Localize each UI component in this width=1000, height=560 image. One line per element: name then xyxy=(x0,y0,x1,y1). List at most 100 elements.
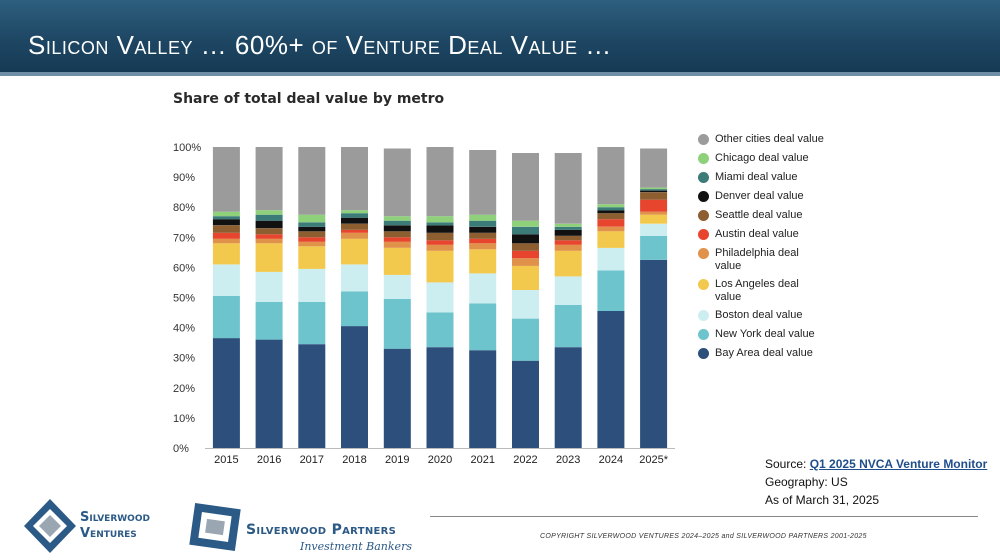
bar-segment-seattle-deal-value-2018 xyxy=(341,223,368,230)
bar-segment-bay-area-deal-value-2020 xyxy=(426,347,454,448)
bar-segment-new-york-deal-value-2016 xyxy=(255,302,283,340)
bar-segment-miami-deal-value-2018 xyxy=(341,213,368,218)
bar-segment-austin-deal-value-2019 xyxy=(383,237,411,242)
bar-segment-denver-deal-value-2025 xyxy=(640,190,668,193)
bar-segment-philadelphia-deal-value-2019 xyxy=(383,241,411,248)
bar-segment-seattle-deal-value-2020 xyxy=(426,232,454,241)
bar-segment-denver-deal-value-2018 xyxy=(341,217,368,224)
bar-segment-bay-area-deal-value-2025 xyxy=(640,259,668,448)
bar-segment-austin-deal-value-2025 xyxy=(640,199,668,212)
bar-segment-bay-area-deal-value-2015 xyxy=(212,338,240,448)
bar-segment-miami-deal-value-2015 xyxy=(212,216,240,220)
bar-segment-philadelphia-deal-value-2024 xyxy=(597,226,625,232)
bar-segment-seattle-deal-value-2021 xyxy=(469,232,497,239)
legend-swatch-icon xyxy=(698,172,709,183)
legend-swatch-icon xyxy=(698,248,709,259)
bar-segment-chicago-deal-value-2020 xyxy=(426,216,454,223)
y-tick-label: 90% xyxy=(173,172,195,184)
bar-segment-other-cities-deal-value-2018 xyxy=(341,147,368,211)
bar-segment-chicago-deal-value-2022 xyxy=(512,220,539,227)
bar-segment-new-york-deal-value-2024 xyxy=(597,270,625,311)
bar-segment-denver-deal-value-2023 xyxy=(554,229,582,236)
legend-item: Los Angeles deal value xyxy=(698,278,815,304)
bar-segment-new-york-deal-value-2018 xyxy=(341,291,368,327)
x-tick-label: 2024 xyxy=(599,454,623,466)
legend-swatch-icon xyxy=(698,348,709,359)
legend-label: Seattle deal value xyxy=(715,209,803,221)
bar-segment-miami-deal-value-2017 xyxy=(298,222,326,227)
bar-segment-chicago-deal-value-2019 xyxy=(383,216,411,221)
x-tick-label: 2019 xyxy=(385,454,409,466)
legend-item: Other cities deal value xyxy=(698,133,848,146)
bar-segment-los-angeles-deal-value-2017 xyxy=(298,246,326,269)
x-tick-label: 2023 xyxy=(556,454,580,466)
bar-segment-los-angeles-deal-value-2022 xyxy=(512,265,539,290)
y-tick-label: 60% xyxy=(173,262,195,274)
bar-segment-seattle-deal-value-2023 xyxy=(554,235,582,241)
bar-segment-denver-deal-value-2015 xyxy=(212,219,240,226)
bar-segment-philadelphia-deal-value-2015 xyxy=(212,238,240,244)
bar-segment-new-york-deal-value-2020 xyxy=(426,312,454,348)
bar-segment-other-cities-deal-value-2022 xyxy=(512,153,539,221)
legend-label: Boston deal value xyxy=(715,309,803,321)
x-tick-label: 2021 xyxy=(470,454,494,466)
bar-segment-chicago-deal-value-2018 xyxy=(341,210,368,214)
bar-segment-new-york-deal-value-2023 xyxy=(554,305,582,348)
legend-label: Philadelphia deal value xyxy=(715,247,799,272)
bar-segment-chicago-deal-value-2024 xyxy=(597,204,625,208)
bar-segment-seattle-deal-value-2015 xyxy=(212,225,240,233)
bar-segment-new-york-deal-value-2021 xyxy=(469,303,497,351)
source-link[interactable]: Q1 2025 NVCA Venture Monitor xyxy=(809,457,988,471)
bar-segment-seattle-deal-value-2016 xyxy=(255,228,283,235)
bar-segment-chicago-deal-value-2023 xyxy=(554,223,582,227)
bar-segment-los-angeles-deal-value-2018 xyxy=(341,238,368,265)
bar-segment-other-cities-deal-value-2015 xyxy=(212,147,240,212)
bar-segment-new-york-deal-value-2017 xyxy=(298,302,326,345)
bar-segment-new-york-deal-value-2022 xyxy=(512,318,539,361)
y-tick-label: 70% xyxy=(173,232,195,244)
bar-segment-philadelphia-deal-value-2017 xyxy=(298,241,326,247)
y-tick-label: 30% xyxy=(173,353,195,365)
silverwood-ventures-logo-text: Silverwood Ventures xyxy=(80,510,150,542)
header-bar xyxy=(0,0,1000,72)
slide-title: Silicon Valley … 60%+ of Venture Deal Va… xyxy=(28,30,612,60)
bar-segment-miami-deal-value-2022 xyxy=(512,226,539,235)
source-line: Source: Q1 2025 NVCA Venture Monitor xyxy=(765,455,987,473)
legend-swatch-icon xyxy=(698,191,709,202)
bar-segment-austin-deal-value-2021 xyxy=(469,238,497,244)
bar-segment-los-angeles-deal-value-2021 xyxy=(469,249,497,274)
bar-segment-chicago-deal-value-2017 xyxy=(298,214,326,223)
bar-segment-chicago-deal-value-2015 xyxy=(212,211,240,217)
legend-item: Seattle deal value xyxy=(698,209,848,222)
legend-swatch-icon xyxy=(698,210,709,221)
bar-segment-boston-deal-value-2016 xyxy=(255,271,283,302)
bar-segment-philadelphia-deal-value-2018 xyxy=(341,232,368,239)
legend-label: Miami deal value xyxy=(715,171,798,183)
bar-segment-los-angeles-deal-value-2020 xyxy=(426,250,454,283)
x-tick-label: 2018 xyxy=(342,454,366,466)
bar-segment-bay-area-deal-value-2023 xyxy=(554,347,582,448)
bar-segment-other-cities-deal-value-2017 xyxy=(298,147,326,215)
bar-segment-austin-deal-value-2015 xyxy=(212,232,240,239)
bar-segment-boston-deal-value-2019 xyxy=(383,274,411,299)
y-tick-label: 40% xyxy=(173,323,195,335)
x-tick-label: 2022 xyxy=(513,454,537,466)
bar-segment-other-cities-deal-value-2019 xyxy=(383,148,411,217)
legend-item: Philadelphia deal value xyxy=(698,247,815,273)
legend-item: New York deal value xyxy=(698,328,848,341)
y-tick-label: 80% xyxy=(173,202,195,214)
bar-segment-austin-deal-value-2017 xyxy=(298,237,326,242)
bar-segment-los-angeles-deal-value-2015 xyxy=(212,243,240,265)
legend-item: Boston deal value xyxy=(698,309,848,322)
bar-segment-philadelphia-deal-value-2021 xyxy=(469,243,497,250)
bar-segment-philadelphia-deal-value-2020 xyxy=(426,244,454,251)
legend-label: Other cities deal value xyxy=(715,133,824,145)
bar-segment-other-cities-deal-value-2016 xyxy=(255,147,283,211)
logo1-line1: Silverwood xyxy=(80,510,150,525)
silverwood-ventures-logo-icon xyxy=(24,499,76,553)
bar-segment-new-york-deal-value-2019 xyxy=(383,299,411,349)
bar-segment-chicago-deal-value-2021 xyxy=(469,214,497,221)
y-tick-label: 100% xyxy=(173,142,201,154)
bar-segment-boston-deal-value-2018 xyxy=(341,264,368,292)
bar-segment-boston-deal-value-2024 xyxy=(597,247,625,271)
